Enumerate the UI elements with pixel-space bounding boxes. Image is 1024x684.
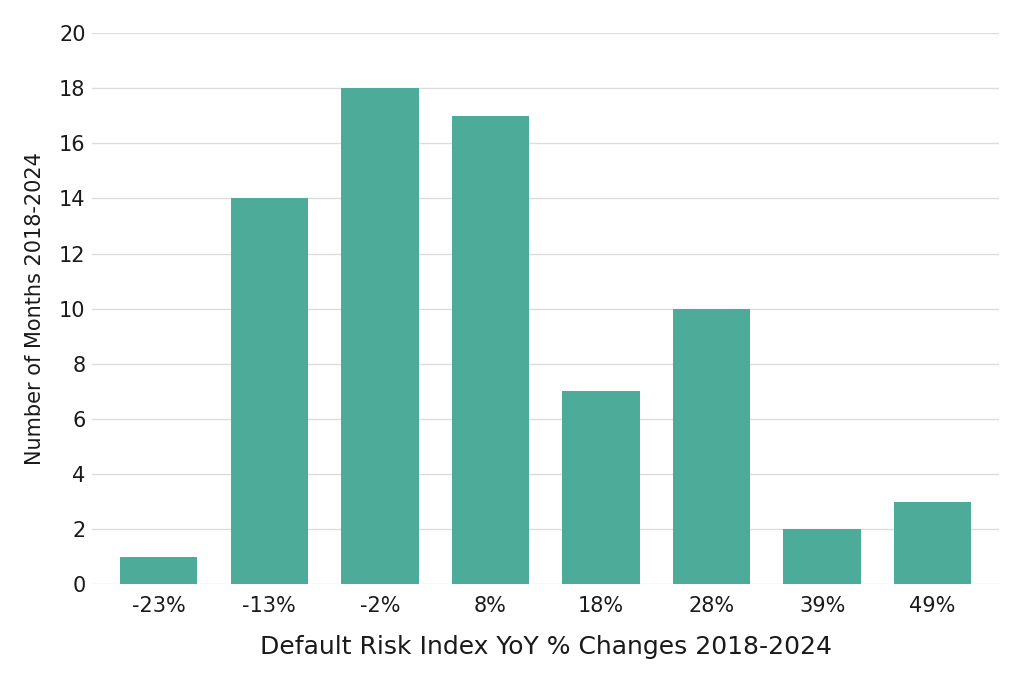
X-axis label: Default Risk Index YoY % Changes 2018-2024: Default Risk Index YoY % Changes 2018-20…	[260, 635, 831, 659]
Bar	[120, 557, 198, 584]
Y-axis label: Number of Months 2018-2024: Number of Months 2018-2024	[25, 153, 45, 465]
Bar	[894, 502, 972, 584]
Bar	[452, 116, 529, 584]
Bar	[783, 529, 861, 584]
Bar	[562, 391, 640, 584]
Bar	[673, 308, 751, 584]
Bar	[341, 88, 419, 584]
Bar	[230, 198, 308, 584]
